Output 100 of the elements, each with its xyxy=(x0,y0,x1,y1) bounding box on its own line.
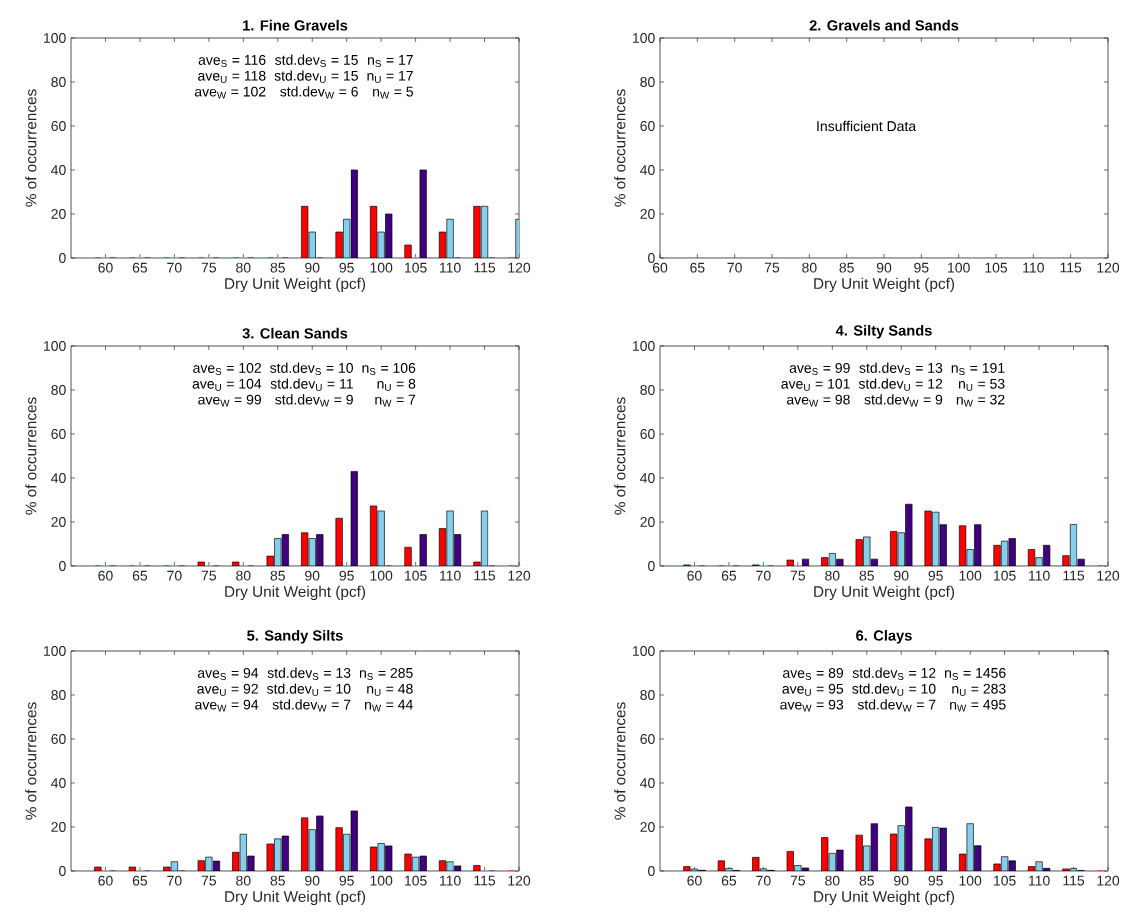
x-tick-label: 60 xyxy=(687,875,702,886)
y-tick-label: 80 xyxy=(640,77,655,87)
x-tick-label: 110 xyxy=(1028,875,1050,886)
annotation: std.dev$_{S}$ = 12 xyxy=(852,667,936,681)
y-tick-label: 60 xyxy=(640,734,655,744)
y-tick-label: 40 xyxy=(640,778,655,788)
y-tick-label: 80 xyxy=(640,690,655,700)
y-tick-label: 40 xyxy=(51,165,66,175)
annotation: std.dev$_{U}$ = 12 xyxy=(858,378,943,391)
x-tick-label: 65 xyxy=(690,262,705,273)
x-tick-label: 65 xyxy=(132,570,148,581)
annotation: ave$_{U}$ = 101 xyxy=(781,378,850,391)
x-tick-label: 95 xyxy=(928,570,943,581)
x-axis-title: Dry Unit Weight (pcf) xyxy=(814,890,955,906)
annotation: ave$_{W}$ = 102 xyxy=(194,86,266,99)
x-tick-label: 120 xyxy=(1097,875,1120,886)
x-tick-label: 70 xyxy=(167,570,182,581)
chart-title: 6. Clays xyxy=(856,629,912,644)
annotation: ave$_{W}$ = 93 xyxy=(780,699,844,712)
x-tick-label: 100 xyxy=(370,570,393,581)
annotation: n$_{U}$ = 283 xyxy=(952,683,1006,696)
x-tick-label: 110 xyxy=(439,262,461,273)
x-tick-label: 85 xyxy=(839,262,854,273)
x-tick-label: 100 xyxy=(959,875,982,886)
x-tick-label: 60 xyxy=(98,262,113,273)
annotation: ave$_{U}$ = 92 xyxy=(197,683,258,696)
y-tick-label: 60 xyxy=(51,734,66,744)
y-tick-label: 0 xyxy=(648,866,655,876)
x-tick-label: 115 xyxy=(474,262,496,273)
y-tick-label: 100 xyxy=(44,33,66,43)
y-tick-label: 20 xyxy=(640,209,655,219)
chart-title: 4. Silty Sands xyxy=(835,324,932,339)
x-tick-label: 80 xyxy=(236,570,251,581)
x-tick-label: 115 xyxy=(1063,875,1085,886)
x-tick-label: 120 xyxy=(508,875,531,886)
annotation: std.dev$_{S}$ = 10 xyxy=(270,362,353,376)
x-tick-label: 75 xyxy=(790,570,806,581)
x-tick-label: 105 xyxy=(405,262,427,273)
x-tick-label: 60 xyxy=(98,570,113,581)
y-axis-title: % of occurrences xyxy=(614,702,626,820)
annotation: std.dev$_{S}$ = 15 xyxy=(275,54,358,68)
x-tick-label: 70 xyxy=(167,262,182,273)
x-tick-label: 90 xyxy=(894,570,909,581)
y-tick-label: 0 xyxy=(59,253,66,263)
y-tick-label: 0 xyxy=(648,561,655,571)
x-tick-label: 100 xyxy=(370,875,393,886)
y-tick-label: 20 xyxy=(640,517,655,527)
annotation: n$_{U}$ = 8 xyxy=(377,378,416,391)
y-tick-label: 60 xyxy=(51,429,66,439)
y-tick-label: 60 xyxy=(640,429,655,439)
annotation: n$_{W}$ = 44 xyxy=(365,699,413,712)
x-tick-label: 105 xyxy=(405,875,427,886)
y-tick-label: 80 xyxy=(51,385,66,395)
annotation: ave$_{W}$ = 94 xyxy=(195,699,259,712)
x-tick-label: 115 xyxy=(474,875,496,886)
x-tick-label: 120 xyxy=(1097,570,1120,581)
x-tick-label: 100 xyxy=(370,262,393,273)
x-tick-label: 65 xyxy=(721,570,737,581)
y-tick-label: 0 xyxy=(648,253,655,263)
y-tick-label: 60 xyxy=(51,121,66,131)
annotation: ave$_{S}$ = 116 xyxy=(198,54,266,68)
annotation: ave$_{S}$ = 89 xyxy=(783,667,844,681)
x-tick-label: 95 xyxy=(914,262,929,273)
annotation: ave$_{S}$ = 99 xyxy=(789,362,850,376)
x-tick-label: 105 xyxy=(994,570,1016,581)
x-tick-label: 80 xyxy=(236,875,251,886)
y-tick-label: 40 xyxy=(640,473,655,483)
y-axis-title: % of occurrences xyxy=(614,397,626,515)
y-tick-label: 20 xyxy=(51,517,66,527)
x-tick-label: 100 xyxy=(959,570,982,581)
annotation: std.dev$_{W}$ = 6 xyxy=(280,86,358,99)
annotation: n$_{W}$ = 495 xyxy=(950,699,1006,712)
annotation: n$_{W}$ = 32 xyxy=(956,394,1005,407)
x-tick-label: 75 xyxy=(201,262,217,273)
x-tick-label: 90 xyxy=(894,875,909,886)
y-axis-title: % of occurrences xyxy=(614,89,626,207)
y-tick-label: 20 xyxy=(640,822,655,832)
x-tick-label: 90 xyxy=(305,262,320,273)
y-axis-title: % of occurrences xyxy=(25,89,37,207)
x-axis-title: Dry Unit Weight (pcf) xyxy=(225,585,366,601)
x-tick-label: 80 xyxy=(802,262,817,273)
x-axis-title: Dry Unit Weight (pcf) xyxy=(814,277,955,293)
annotation: n$_{U}$ = 48 xyxy=(367,683,413,696)
y-tick-label: 0 xyxy=(59,866,66,876)
y-tick-label: 80 xyxy=(51,690,66,700)
x-tick-label: 70 xyxy=(756,570,771,581)
x-tick-label: 70 xyxy=(167,875,182,886)
annotation: std.dev$_{U}$ = 15 xyxy=(274,70,358,83)
x-tick-label: 105 xyxy=(985,262,1008,273)
x-tick-label: 80 xyxy=(236,262,251,273)
x-tick-label: 115 xyxy=(1063,570,1085,581)
chart-title: 5. Sandy Silts xyxy=(247,629,343,644)
x-tick-label: 85 xyxy=(859,570,874,581)
annotation: n$_{S}$ = 1456 xyxy=(945,667,1006,681)
x-tick-label: 80 xyxy=(825,875,840,886)
x-tick-label: 90 xyxy=(305,875,320,886)
x-tick-label: 120 xyxy=(508,262,531,273)
x-tick-label: 65 xyxy=(132,875,148,886)
y-axis-title: % of occurrences xyxy=(25,702,37,820)
x-tick-label: 105 xyxy=(994,875,1016,886)
